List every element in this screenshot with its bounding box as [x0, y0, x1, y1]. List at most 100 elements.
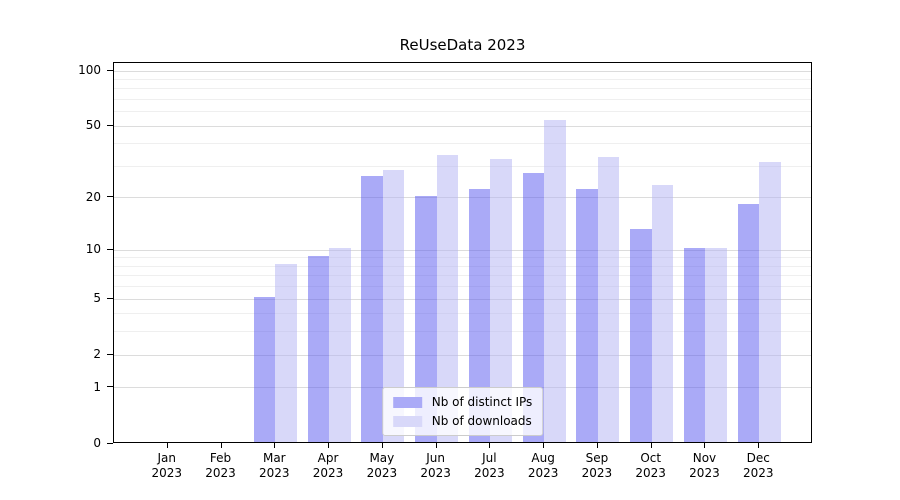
x-tick-label-jan: Jan 2023 — [139, 451, 195, 481]
x-tick-label-line: Nov — [692, 451, 717, 465]
legend-label-distinct-ips: Nb of distinct IPs — [431, 395, 533, 409]
x-tick-label-may: May 2023 — [354, 451, 410, 481]
bar-downloads-apr — [329, 248, 351, 442]
y-minor-gridline — [114, 143, 811, 145]
x-tick-label-dec: Dec 2023 — [730, 451, 786, 481]
y-tick-label-5: 5 — [93, 291, 101, 306]
bar-distinct-ips-oct — [630, 228, 652, 442]
y-major-gridline — [114, 197, 811, 199]
x-tick-label-oct: Oct 2023 — [623, 451, 679, 481]
bar-downloads-sep — [597, 157, 620, 442]
x-tick-label-line: 2023 — [205, 466, 236, 480]
x-tick-label-line: Oct — [640, 451, 662, 465]
x-tick-label-line: Apr — [317, 451, 339, 465]
x-tick-label-aug: Aug 2023 — [515, 451, 571, 481]
y-minor-gridline — [114, 313, 811, 315]
x-tick-label-line: Sep — [585, 451, 609, 465]
x-tick-mark — [274, 443, 276, 448]
x-tick-label-feb: Feb 2023 — [193, 451, 249, 481]
y-tick-label-100: 100 — [78, 63, 101, 78]
y-minor-gridline — [114, 88, 811, 90]
y-minor-gridline — [114, 265, 811, 267]
y-tick-mark — [107, 124, 113, 126]
x-tick-mark — [758, 443, 760, 448]
legend: Nb of distinct IPs Nb of downloads — [381, 387, 544, 436]
x-tick-mark — [704, 443, 706, 448]
x-tick-label-mar: Mar 2023 — [246, 451, 302, 481]
y-tick-label-10: 10 — [85, 242, 101, 257]
bar-distinct-ips-dec — [737, 204, 760, 442]
y-minor-gridline — [114, 275, 811, 277]
bar-distinct-ips-may — [361, 175, 383, 442]
x-tick-label-line: Jun — [426, 451, 445, 465]
y-minor-gridline — [114, 78, 811, 80]
x-tick-label-line: 2023 — [312, 466, 344, 480]
x-tick-label-line: Feb — [209, 451, 232, 465]
legend-swatch-downloads — [392, 415, 422, 427]
x-tick-label-sep: Sep 2023 — [569, 451, 625, 481]
y-minor-gridline — [114, 331, 811, 333]
bar-distinct-ips-mar — [253, 297, 276, 442]
bar-distinct-ips-aug — [522, 172, 545, 442]
x-tick-mark — [596, 443, 598, 448]
x-tick-mark — [220, 443, 222, 448]
legend-swatch-distinct-ips — [392, 396, 422, 408]
y-tick-label-1: 1 — [93, 379, 101, 394]
x-tick-mark — [435, 443, 437, 448]
y-minor-gridline — [114, 111, 811, 113]
y-tick-mark — [107, 386, 113, 388]
x-tick-label-line: 2023 — [420, 466, 451, 480]
y-minor-gridline — [114, 99, 811, 101]
chart-title: ReUseData 2023 — [399, 36, 526, 54]
x-tick-label-line: 2023 — [689, 466, 720, 480]
bar-distinct-ips-jun — [415, 195, 437, 442]
x-tick-label-line: May — [369, 451, 395, 465]
x-tick-label-line: Jan — [157, 451, 177, 465]
x-tick-mark — [381, 443, 383, 448]
x-tick-mark — [166, 443, 168, 448]
x-tick-mark — [543, 443, 545, 448]
y-tick-mark — [107, 442, 113, 444]
x-tick-label-jul: Jul 2023 — [461, 451, 517, 481]
x-tick-label-apr: Apr 2023 — [300, 451, 356, 481]
y-minor-gridline — [114, 286, 811, 288]
y-tick-label-0: 0 — [93, 436, 101, 450]
bar-downloads-jun — [436, 154, 459, 442]
bar-downloads-mar — [275, 264, 297, 442]
plot-area: Nb of distinct IPs Nb of downloads — [113, 62, 812, 443]
x-tick-label-line: 2023 — [474, 466, 505, 480]
x-tick-label-line: Aug — [531, 451, 555, 465]
x-tick-label-line: 2023 — [527, 466, 559, 480]
x-tick-mark — [650, 443, 652, 448]
x-tick-label-line: 2023 — [151, 466, 183, 480]
y-minor-gridline — [114, 166, 811, 167]
y-tick-mark — [107, 248, 113, 250]
bar-downloads-dec — [759, 161, 781, 442]
x-tick-label-line: 2023 — [259, 466, 290, 480]
y-minor-gridline — [114, 257, 811, 259]
bar-distinct-ips-jul — [468, 188, 491, 442]
y-major-gridline — [114, 298, 811, 300]
x-tick-mark — [328, 443, 330, 448]
y-tick-mark — [107, 297, 113, 299]
x-tick-label-line: 2023 — [742, 466, 774, 480]
bar-downloads-may — [382, 169, 405, 442]
x-tick-label-line: 2023 — [366, 466, 398, 480]
legend-row-distinct-ips: Nb of distinct IPs — [392, 395, 533, 409]
y-tick-label-50: 50 — [85, 118, 101, 133]
y-tick-mark — [107, 353, 113, 355]
bar-layer — [114, 63, 811, 442]
bar-distinct-ips-apr — [307, 255, 330, 442]
x-tick-label-nov: Nov 2023 — [676, 451, 732, 481]
x-tick-label-line: Jul — [482, 451, 497, 465]
y-major-gridline — [114, 125, 811, 127]
bar-downloads-oct — [651, 185, 674, 442]
bar-distinct-ips-sep — [576, 188, 598, 442]
y-tick-label-2: 2 — [93, 347, 101, 362]
y-major-gridline — [114, 249, 811, 251]
y-major-gridline — [114, 70, 811, 72]
bar-downloads-aug — [544, 119, 566, 442]
x-tick-label-line: Mar — [262, 451, 286, 465]
x-tick-label-line: Dec — [746, 451, 770, 465]
bar-downloads-jul — [490, 159, 512, 442]
